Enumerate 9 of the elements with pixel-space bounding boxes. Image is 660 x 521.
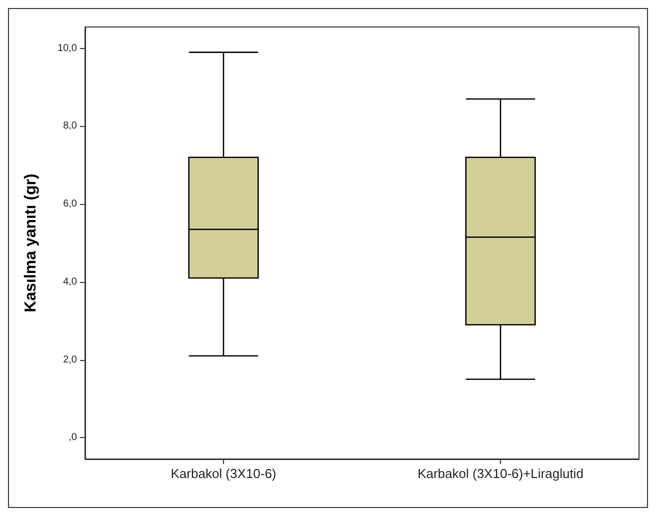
x-tick-label: Karbakol (3X10-6) — [170, 466, 276, 481]
y-tick-label: 10,0 — [58, 42, 78, 54]
y-axis-title: Kasılma yanıtı (gr) — [22, 174, 40, 312]
y-tick-label: 4,0 — [63, 276, 78, 288]
x-tick-label: Karbakol (3X10-6)+Liraglutid — [418, 466, 584, 481]
y-tick-label: ,0 — [68, 432, 78, 444]
y-tick-label: 2,0 — [63, 354, 78, 366]
y-tick-label: 6,0 — [63, 198, 78, 210]
y-tick-label: 8,0 — [63, 120, 78, 132]
